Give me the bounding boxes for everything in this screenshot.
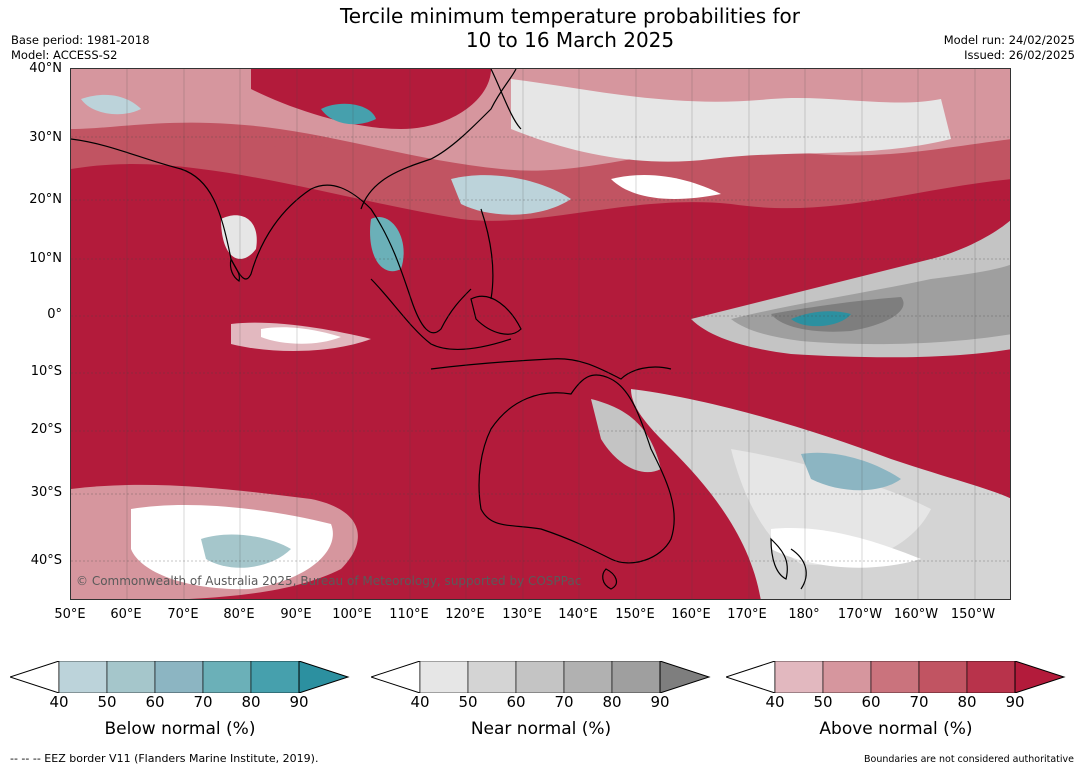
lon-label: 100°E bbox=[332, 607, 372, 622]
lat-label: 10°S bbox=[30, 364, 62, 379]
lat-label: 30°N bbox=[29, 130, 62, 145]
map-canvas bbox=[71, 69, 1010, 599]
lon-label: 170°E bbox=[727, 607, 767, 622]
tick: 50 bbox=[458, 693, 478, 711]
lat-label: 10°N bbox=[29, 251, 62, 266]
lon-label: 110°E bbox=[389, 607, 429, 622]
tick: 40 bbox=[49, 693, 69, 711]
lon-label: 60°E bbox=[110, 607, 142, 622]
tick: 80 bbox=[602, 693, 622, 711]
map-title: Tercile minimum temperature probabilitie… bbox=[0, 4, 1085, 52]
lat-label: 20°N bbox=[29, 192, 62, 207]
tick: 80 bbox=[241, 693, 261, 711]
probability-map bbox=[70, 68, 1011, 600]
boundaries-disclaimer: Boundaries are not considered authoritat… bbox=[864, 754, 1074, 765]
lon-label: 180° bbox=[788, 607, 820, 622]
base-period: Base period: 1981-2018 bbox=[11, 33, 150, 47]
tick: 90 bbox=[1005, 693, 1025, 711]
lon-label: 80°E bbox=[223, 607, 255, 622]
tick: 50 bbox=[97, 693, 117, 711]
meta-right: Model run: 24/02/2025 Issued: 26/02/2025 bbox=[944, 33, 1075, 63]
issued-date: Issued: 26/02/2025 bbox=[964, 48, 1075, 62]
colorbar-below-normal bbox=[10, 661, 350, 693]
colorbar-near-normal bbox=[371, 661, 711, 693]
tick: 90 bbox=[650, 693, 670, 711]
title-line-2: 10 to 16 March 2025 bbox=[465, 28, 675, 52]
model-run: Model run: 24/02/2025 bbox=[943, 33, 1075, 47]
lon-label: 130°E bbox=[502, 607, 542, 622]
lat-label: 40°N bbox=[29, 61, 62, 76]
tick: 50 bbox=[813, 693, 833, 711]
copyright-notice: © Commonwealth of Australia 2025, Bureau… bbox=[76, 574, 582, 588]
colorbar-label-above: Above normal (%) bbox=[819, 719, 973, 739]
model-name: Model: ACCESS-S2 bbox=[11, 48, 118, 62]
lon-label: 170°W bbox=[837, 607, 883, 622]
tick: 60 bbox=[145, 693, 165, 711]
lon-label: 150°E bbox=[615, 607, 655, 622]
colorbar-label-below: Below normal (%) bbox=[104, 719, 256, 739]
tick: 60 bbox=[861, 693, 881, 711]
tick: 40 bbox=[765, 693, 785, 711]
colorbar-label-near: Near normal (%) bbox=[470, 719, 612, 739]
tick: 90 bbox=[289, 693, 309, 711]
tick: 80 bbox=[957, 693, 977, 711]
eez-border-note: -- -- -- EEZ border V11 (Flanders Marine… bbox=[10, 752, 319, 765]
lat-label: 40°S bbox=[30, 553, 62, 568]
meta-left: Base period: 1981-2018 Model: ACCESS-S2 bbox=[11, 33, 150, 63]
lon-label: 120°E bbox=[445, 607, 485, 622]
tick: 60 bbox=[506, 693, 526, 711]
lat-label: 30°S bbox=[30, 485, 62, 500]
lon-label: 70°E bbox=[167, 607, 199, 622]
lon-label: 50°E bbox=[54, 607, 86, 622]
tick: 70 bbox=[554, 693, 574, 711]
lat-label: 20°S bbox=[30, 422, 62, 437]
title-line-1: Tercile minimum temperature probabilitie… bbox=[339, 4, 801, 28]
lon-label: 90°E bbox=[280, 607, 312, 622]
tick: 40 bbox=[410, 693, 430, 711]
lon-label: 150°W bbox=[950, 607, 996, 622]
lon-label: 140°E bbox=[558, 607, 598, 622]
lat-label: 0° bbox=[47, 307, 62, 322]
lon-label: 160°E bbox=[671, 607, 711, 622]
lon-label: 160°W bbox=[893, 607, 939, 622]
tick: 70 bbox=[193, 693, 213, 711]
tick: 70 bbox=[909, 693, 929, 711]
colorbar-above-normal bbox=[726, 661, 1066, 693]
